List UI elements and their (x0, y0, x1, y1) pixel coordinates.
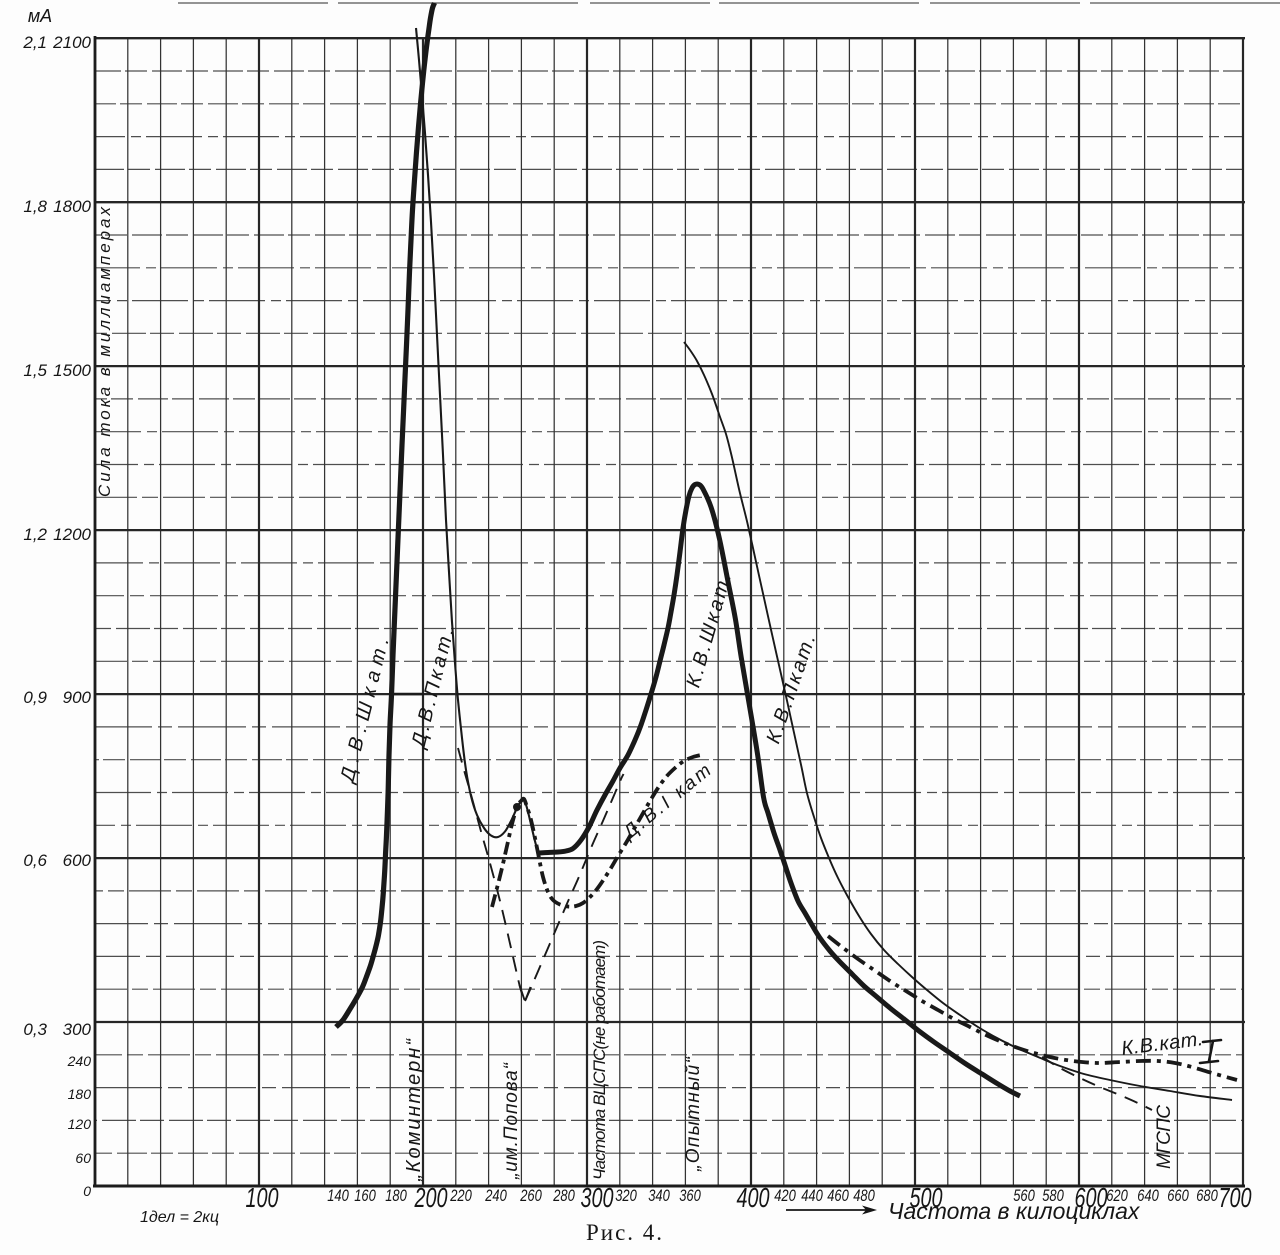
svg-text:Частота в килоциклах: Частота в килоциклах (888, 1198, 1141, 1224)
svg-text:240: 240 (484, 1186, 507, 1205)
svg-text:500: 500 (910, 1182, 943, 1213)
svg-text:0,9: 0,9 (23, 688, 47, 707)
svg-text:Сила тока в миллиамперах: Сила тока в миллиамперах (95, 207, 114, 498)
svg-text:120: 120 (68, 1116, 92, 1132)
svg-text:1200: 1200 (53, 525, 91, 544)
svg-text:0,3: 0,3 (23, 1020, 47, 1039)
svg-text:360: 360 (679, 1186, 701, 1205)
svg-text:400: 400 (737, 1182, 770, 1213)
svg-text:мА: мА (28, 6, 52, 26)
svg-text:МГСПС: МГСПС (1154, 1105, 1175, 1169)
svg-text:0: 0 (83, 1183, 91, 1199)
svg-text:480: 480 (853, 1186, 875, 1205)
svg-text:640: 640 (1137, 1186, 1159, 1205)
svg-text:320: 320 (615, 1186, 637, 1205)
svg-text:300: 300 (63, 1020, 92, 1039)
svg-text:680: 680 (1196, 1186, 1218, 1205)
svg-text:140: 140 (327, 1186, 349, 1205)
svg-text:1дел = 2кц: 1дел = 2кц (140, 1209, 219, 1226)
svg-text:1500: 1500 (53, 361, 91, 380)
svg-text:600: 600 (63, 851, 92, 870)
svg-text:0,6: 0,6 (23, 851, 47, 870)
svg-text:300: 300 (581, 1182, 614, 1213)
svg-text:420: 420 (774, 1186, 796, 1205)
svg-text:340: 340 (648, 1186, 670, 1205)
svg-text:1,2: 1,2 (23, 525, 47, 544)
svg-text:240: 240 (67, 1053, 92, 1069)
svg-text:Рис. 4.: Рис. 4. (586, 1220, 664, 1245)
svg-text:„Опытный“: „Опытный“ (683, 1055, 704, 1172)
svg-text:620: 620 (1106, 1186, 1128, 1205)
svg-text:200: 200 (414, 1182, 448, 1213)
svg-text:260: 260 (519, 1186, 542, 1205)
svg-text:60: 60 (75, 1150, 91, 1166)
svg-text:100: 100 (246, 1182, 279, 1213)
svg-text:„им.Попова“: „им.Попова“ (501, 1061, 522, 1180)
svg-text:900: 900 (63, 688, 92, 707)
svg-text:180: 180 (68, 1086, 92, 1102)
svg-text:560: 560 (1013, 1186, 1035, 1205)
svg-text:2100: 2100 (52, 33, 91, 52)
svg-text:460: 460 (827, 1186, 849, 1205)
svg-text:2,1: 2,1 (22, 33, 47, 52)
svg-text:Частота ВЦСПС(не работает): Частота ВЦСПС(не работает) (590, 940, 609, 1180)
svg-text:600: 600 (1075, 1182, 1108, 1213)
svg-text:440: 440 (801, 1186, 823, 1205)
svg-text:220: 220 (449, 1186, 472, 1205)
svg-text:1800: 1800 (53, 197, 91, 216)
svg-text:580: 580 (1042, 1186, 1064, 1205)
svg-text:280: 280 (552, 1186, 575, 1205)
svg-text:160: 160 (354, 1186, 376, 1205)
svg-text:180: 180 (385, 1186, 407, 1205)
svg-text:1,5: 1,5 (23, 361, 47, 380)
svg-text:1,8: 1,8 (23, 197, 47, 216)
svg-text:660: 660 (1167, 1186, 1189, 1205)
svg-text:700: 700 (1219, 1182, 1252, 1213)
